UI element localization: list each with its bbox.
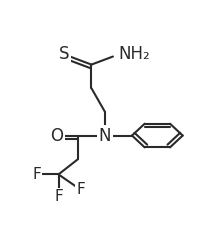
Text: S: S bbox=[59, 46, 70, 64]
Text: F: F bbox=[76, 182, 85, 197]
Text: F: F bbox=[54, 189, 63, 204]
Text: NH₂: NH₂ bbox=[119, 46, 150, 64]
Text: O: O bbox=[50, 126, 63, 144]
Text: F: F bbox=[32, 167, 41, 182]
Text: N: N bbox=[99, 126, 111, 144]
